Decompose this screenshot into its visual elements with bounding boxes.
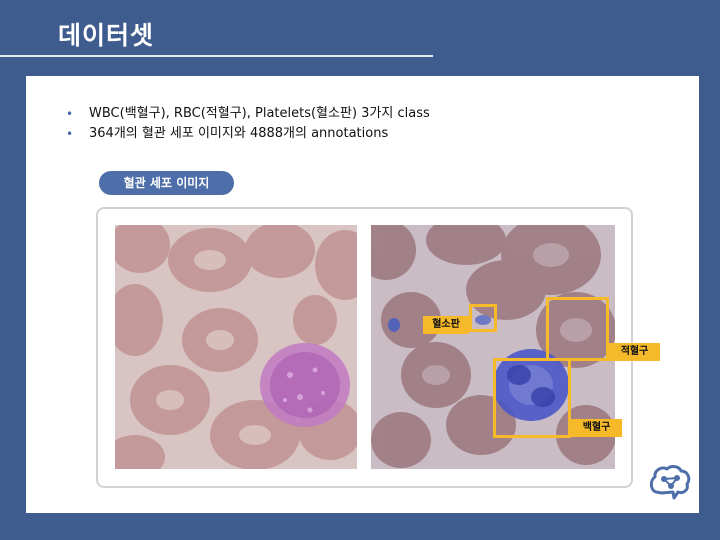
platelet-label: 혈소판 — [423, 316, 469, 334]
brain-network-logo-icon — [649, 465, 691, 500]
title-underline — [0, 55, 433, 57]
bullet-list: • WBC(백혈구), RBC(적혈구), Platelets(혈소판) 3가지 … — [62, 104, 430, 144]
bullet-item: • WBC(백혈구), RBC(적혈구), Platelets(혈소판) 3가지 … — [62, 104, 430, 124]
rbc-bounding-box — [546, 297, 609, 361]
page-title: 데이터셋 — [58, 21, 155, 50]
bullet-dot-icon: • — [66, 127, 74, 141]
rbc-label: 적혈구 — [609, 343, 660, 361]
section-label-badge: 혈관 세포 이미지 — [99, 171, 234, 195]
wbc-label: 백혈구 — [571, 419, 622, 437]
bullet-dot-icon: • — [66, 107, 74, 121]
platelet-bounding-box — [469, 304, 497, 332]
bullet-text: WBC(백혈구), RBC(적혈구), Platelets(혈소판) 3가지 c… — [89, 106, 430, 121]
bullet-item: • 364개의 혈관 세포 이미지와 4888개의 annotations — [62, 124, 430, 144]
blood-cell-image-left — [115, 225, 357, 469]
bullet-text: 364개의 혈관 세포 이미지와 4888개의 annotations — [89, 126, 389, 141]
wbc-bounding-box — [493, 358, 571, 438]
